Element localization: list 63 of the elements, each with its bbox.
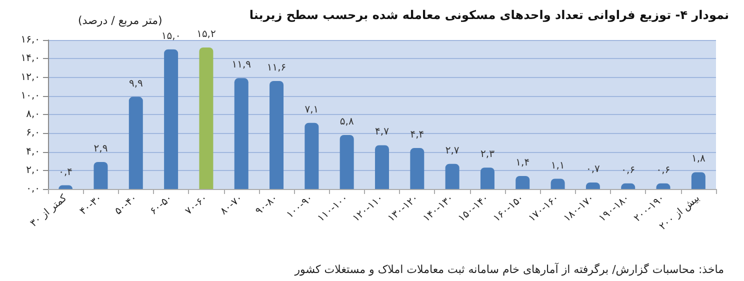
- bar: [516, 176, 530, 189]
- x-tick-label: ۱۵۰-۱۴۰: [456, 192, 492, 224]
- x-tick-label: ۷۰-۶۰: [183, 192, 210, 218]
- x-tick-label: ۱۴۰-۱۳۰: [421, 192, 456, 224]
- bar: [128, 96, 143, 189]
- y-tick-label: ۲,۰: [26, 164, 40, 176]
- bar: [691, 172, 706, 189]
- data-label: ۰,۷: [586, 164, 601, 175]
- data-label: ۰,۴: [58, 166, 73, 178]
- data-label: ۱,۸: [691, 154, 706, 165]
- data-label: ۱,۴: [516, 157, 530, 168]
- data-label: ۱۱,۹: [232, 60, 252, 71]
- x-tick-label: ۵۰-۴۰: [113, 192, 140, 218]
- x-tick-label: ۱۸۰-۱۷۰: [562, 192, 596, 224]
- bar: [550, 178, 565, 189]
- data-label: ۲,۹: [94, 143, 108, 154]
- x-tick-label: ۴۰-۳۰: [78, 192, 104, 218]
- x-tick-label: کمتر از ۳۰: [28, 192, 70, 230]
- text: ماخذ: محاسبات گزارش/ برگرفته از آمارهای خام سامانه ثبت معاملات املاک و مستغلات کشور: [294, 262, 724, 276]
- y-tick-label: ۴,۰: [26, 146, 40, 158]
- y-tick-label: ۱۲,۰: [20, 72, 40, 83]
- data-label: ۲,۳: [480, 149, 496, 160]
- data-label: ۷,۱: [304, 104, 319, 116]
- bar: [94, 162, 108, 189]
- chart-title: نمودار ۴- توزیع فراوانی تعداد واحدهای مسکونی معامله شده برحسب سطح زیربنا: [249, 8, 730, 22]
- x-tick-label: ۸۰-۷۰: [218, 192, 245, 218]
- data-label: ۹,۹: [128, 78, 143, 90]
- bar: [199, 47, 214, 189]
- bar: [340, 134, 354, 189]
- bar: [164, 49, 178, 189]
- bar: [234, 78, 248, 189]
- x-tick-label: ۱۷۰-۱۶۰: [526, 192, 562, 224]
- x-tick-label: ۶۰-۵۰: [148, 192, 175, 218]
- x-tick-label: ۱۹۰-۱۸۰: [597, 192, 632, 224]
- y-tick-label: ۸,۰: [26, 109, 40, 120]
- x-tick-label: ۱۲۰-۱۱۰: [351, 192, 386, 224]
- bar: [445, 164, 460, 189]
- data-label: ۵,۸: [340, 116, 354, 128]
- y-tick-label: ۰,۰: [26, 184, 40, 194]
- bar: [375, 145, 389, 189]
- y-tick-label: ۱۶,۰: [20, 34, 40, 46]
- data-label: ۱,۱: [550, 160, 565, 172]
- bar: [304, 122, 319, 189]
- y-tick-label: ۱۰,۰: [20, 90, 40, 102]
- data-label: ۴,۷: [375, 126, 390, 138]
- x-tick-label: ۱۶۰-۱۵۰: [492, 192, 526, 224]
- data-label: ۱۵,۰: [161, 30, 181, 42]
- x-tick-label: ۱۱۰-۱۰۰: [316, 192, 350, 224]
- x-tick-label: ۱۳۰-۱۲۰: [386, 192, 421, 224]
- y-tick-label: ۱۴,۰: [20, 53, 40, 64]
- y-tick-label: ۶,۰: [26, 128, 40, 139]
- x-tick-label: ۱۰۰-۹۰: [284, 192, 316, 221]
- y-axis-title: (متر مربع / درصد): [78, 14, 162, 27]
- data-label: ۴,۴: [410, 130, 424, 141]
- data-label: ۲,۷: [445, 145, 460, 156]
- data-label: ۰,۶: [656, 164, 670, 176]
- bar: [480, 168, 494, 189]
- data-label: ۱۱,۶: [266, 62, 286, 74]
- bar: [410, 148, 424, 189]
- data-label: ۱۵,۲: [196, 28, 216, 40]
- bar: [270, 80, 284, 189]
- x-tick-label: ۹۰-۸۰: [254, 192, 280, 218]
- data-label: ۰,۶: [621, 164, 636, 176]
